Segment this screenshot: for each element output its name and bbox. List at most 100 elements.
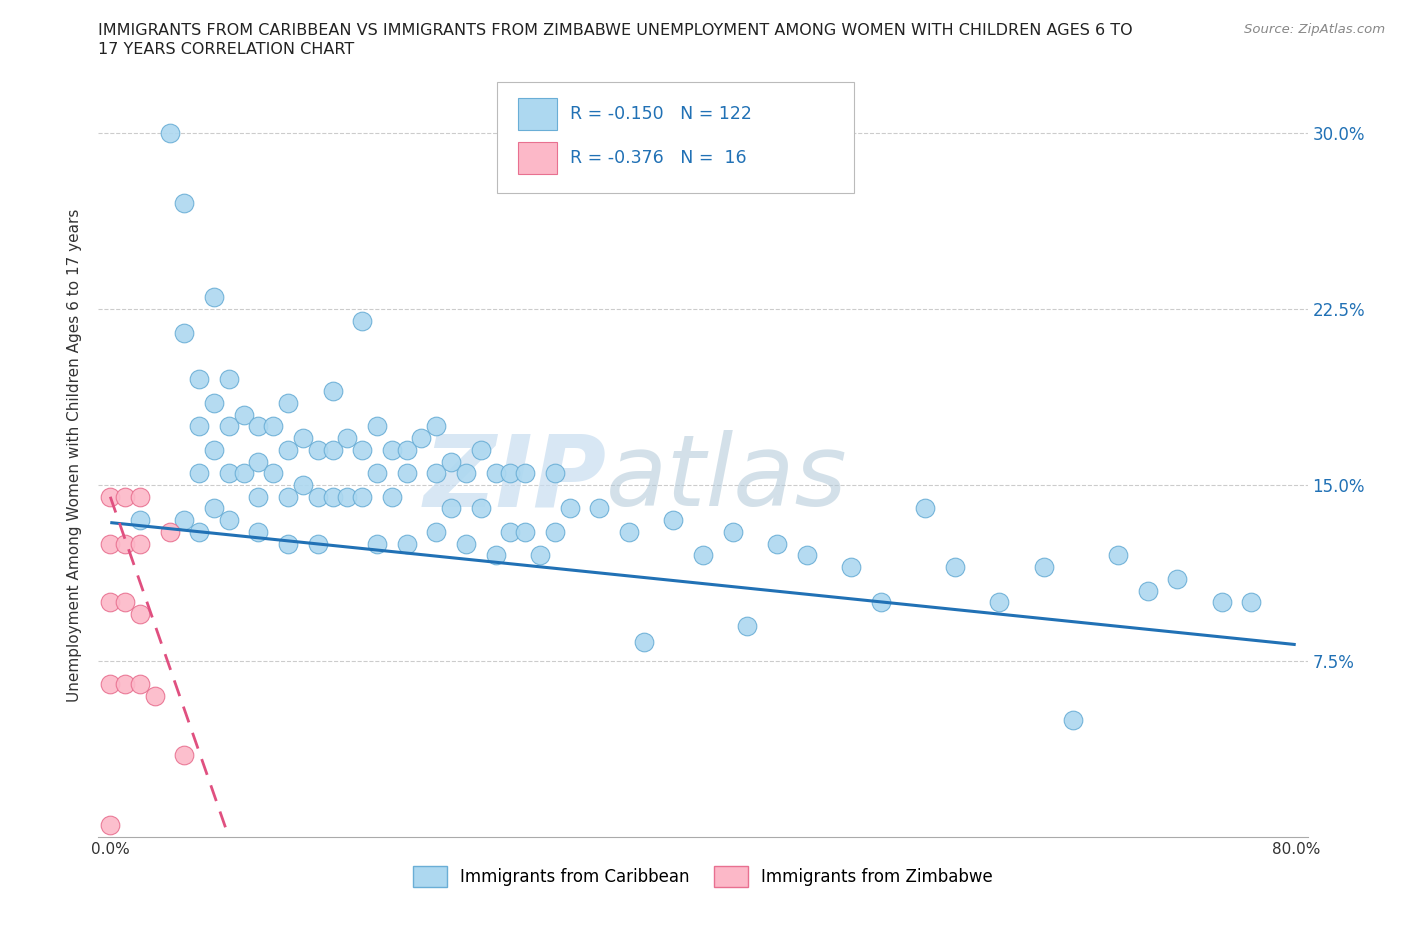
Point: [114, 677, 136, 692]
Point: [633, 635, 655, 650]
Point: [218, 466, 240, 481]
Point: [202, 443, 225, 458]
Point: [869, 595, 891, 610]
Point: [1032, 560, 1054, 575]
Point: [1166, 571, 1188, 586]
Point: [114, 595, 136, 610]
Point: [322, 384, 344, 399]
Text: IMMIGRANTS FROM CARIBBEAN VS IMMIGRANTS FROM ZIMBABWE UNEMPLOYMENT AMONG WOMEN W: IMMIGRANTS FROM CARIBBEAN VS IMMIGRANTS …: [98, 23, 1133, 38]
Point: [159, 126, 181, 140]
Text: Source: ZipAtlas.com: Source: ZipAtlas.com: [1244, 23, 1385, 36]
Point: [454, 537, 477, 551]
Point: [766, 537, 789, 551]
Point: [98, 537, 121, 551]
Point: [202, 395, 225, 410]
Point: [98, 817, 121, 832]
Point: [558, 501, 581, 516]
Point: [232, 466, 254, 481]
Point: [721, 525, 744, 539]
Point: [381, 443, 404, 458]
Point: [129, 606, 152, 621]
Point: [262, 418, 284, 433]
Y-axis label: Unemployment Among Women with Children Ages 6 to 17 years: Unemployment Among Women with Children A…: [67, 209, 83, 702]
Point: [440, 454, 463, 469]
Point: [129, 677, 152, 692]
Point: [247, 454, 270, 469]
Point: [143, 689, 166, 704]
Point: [544, 525, 567, 539]
Point: [218, 418, 240, 433]
Point: [98, 677, 121, 692]
Point: [515, 466, 537, 481]
Legend: Immigrants from Caribbean, Immigrants from Zimbabwe: Immigrants from Caribbean, Immigrants fr…: [406, 860, 1000, 894]
Point: [336, 431, 359, 445]
Point: [114, 537, 136, 551]
Point: [218, 372, 240, 387]
Point: [470, 501, 492, 516]
Point: [291, 431, 314, 445]
Point: [188, 372, 211, 387]
Text: R = -0.376   N =  16: R = -0.376 N = 16: [569, 149, 747, 166]
Point: [159, 525, 181, 539]
Point: [188, 466, 211, 481]
Point: [173, 512, 195, 527]
Point: [247, 418, 270, 433]
Point: [988, 595, 1011, 610]
Point: [277, 537, 299, 551]
Point: [425, 525, 447, 539]
Point: [202, 501, 225, 516]
Point: [499, 525, 522, 539]
Point: [411, 431, 433, 445]
Point: [395, 537, 418, 551]
Text: atlas: atlas: [606, 430, 848, 527]
Point: [129, 512, 152, 527]
Point: [395, 443, 418, 458]
Point: [173, 748, 195, 763]
Point: [839, 560, 862, 575]
Point: [352, 489, 374, 504]
Bar: [517, 141, 557, 174]
Point: [129, 489, 152, 504]
Point: [395, 466, 418, 481]
Point: [277, 443, 299, 458]
Point: [943, 560, 966, 575]
Point: [366, 418, 388, 433]
Point: [352, 313, 374, 328]
Point: [617, 525, 640, 539]
Point: [277, 489, 299, 504]
Point: [173, 196, 195, 211]
Point: [796, 548, 818, 563]
Point: [114, 489, 136, 504]
Text: R = -0.150   N = 122: R = -0.150 N = 122: [569, 105, 752, 123]
Point: [484, 466, 506, 481]
Point: [129, 537, 152, 551]
Point: [1136, 583, 1159, 598]
Point: [366, 537, 388, 551]
FancyBboxPatch shape: [498, 82, 855, 193]
Point: [499, 466, 522, 481]
Point: [484, 548, 506, 563]
Point: [247, 525, 270, 539]
Point: [98, 489, 121, 504]
Point: [277, 395, 299, 410]
Point: [188, 525, 211, 539]
Point: [588, 501, 610, 516]
Point: [662, 512, 685, 527]
Point: [1062, 712, 1084, 727]
Point: [529, 548, 551, 563]
Point: [232, 407, 254, 422]
Point: [1107, 548, 1129, 563]
Bar: [517, 98, 557, 130]
Point: [425, 466, 447, 481]
Point: [307, 537, 329, 551]
Text: ZIP: ZIP: [423, 430, 606, 527]
Point: [425, 418, 447, 433]
Point: [366, 466, 388, 481]
Point: [98, 595, 121, 610]
Point: [692, 548, 714, 563]
Point: [247, 489, 270, 504]
Point: [454, 466, 477, 481]
Text: 17 YEARS CORRELATION CHART: 17 YEARS CORRELATION CHART: [98, 42, 354, 57]
Point: [470, 443, 492, 458]
Point: [307, 489, 329, 504]
